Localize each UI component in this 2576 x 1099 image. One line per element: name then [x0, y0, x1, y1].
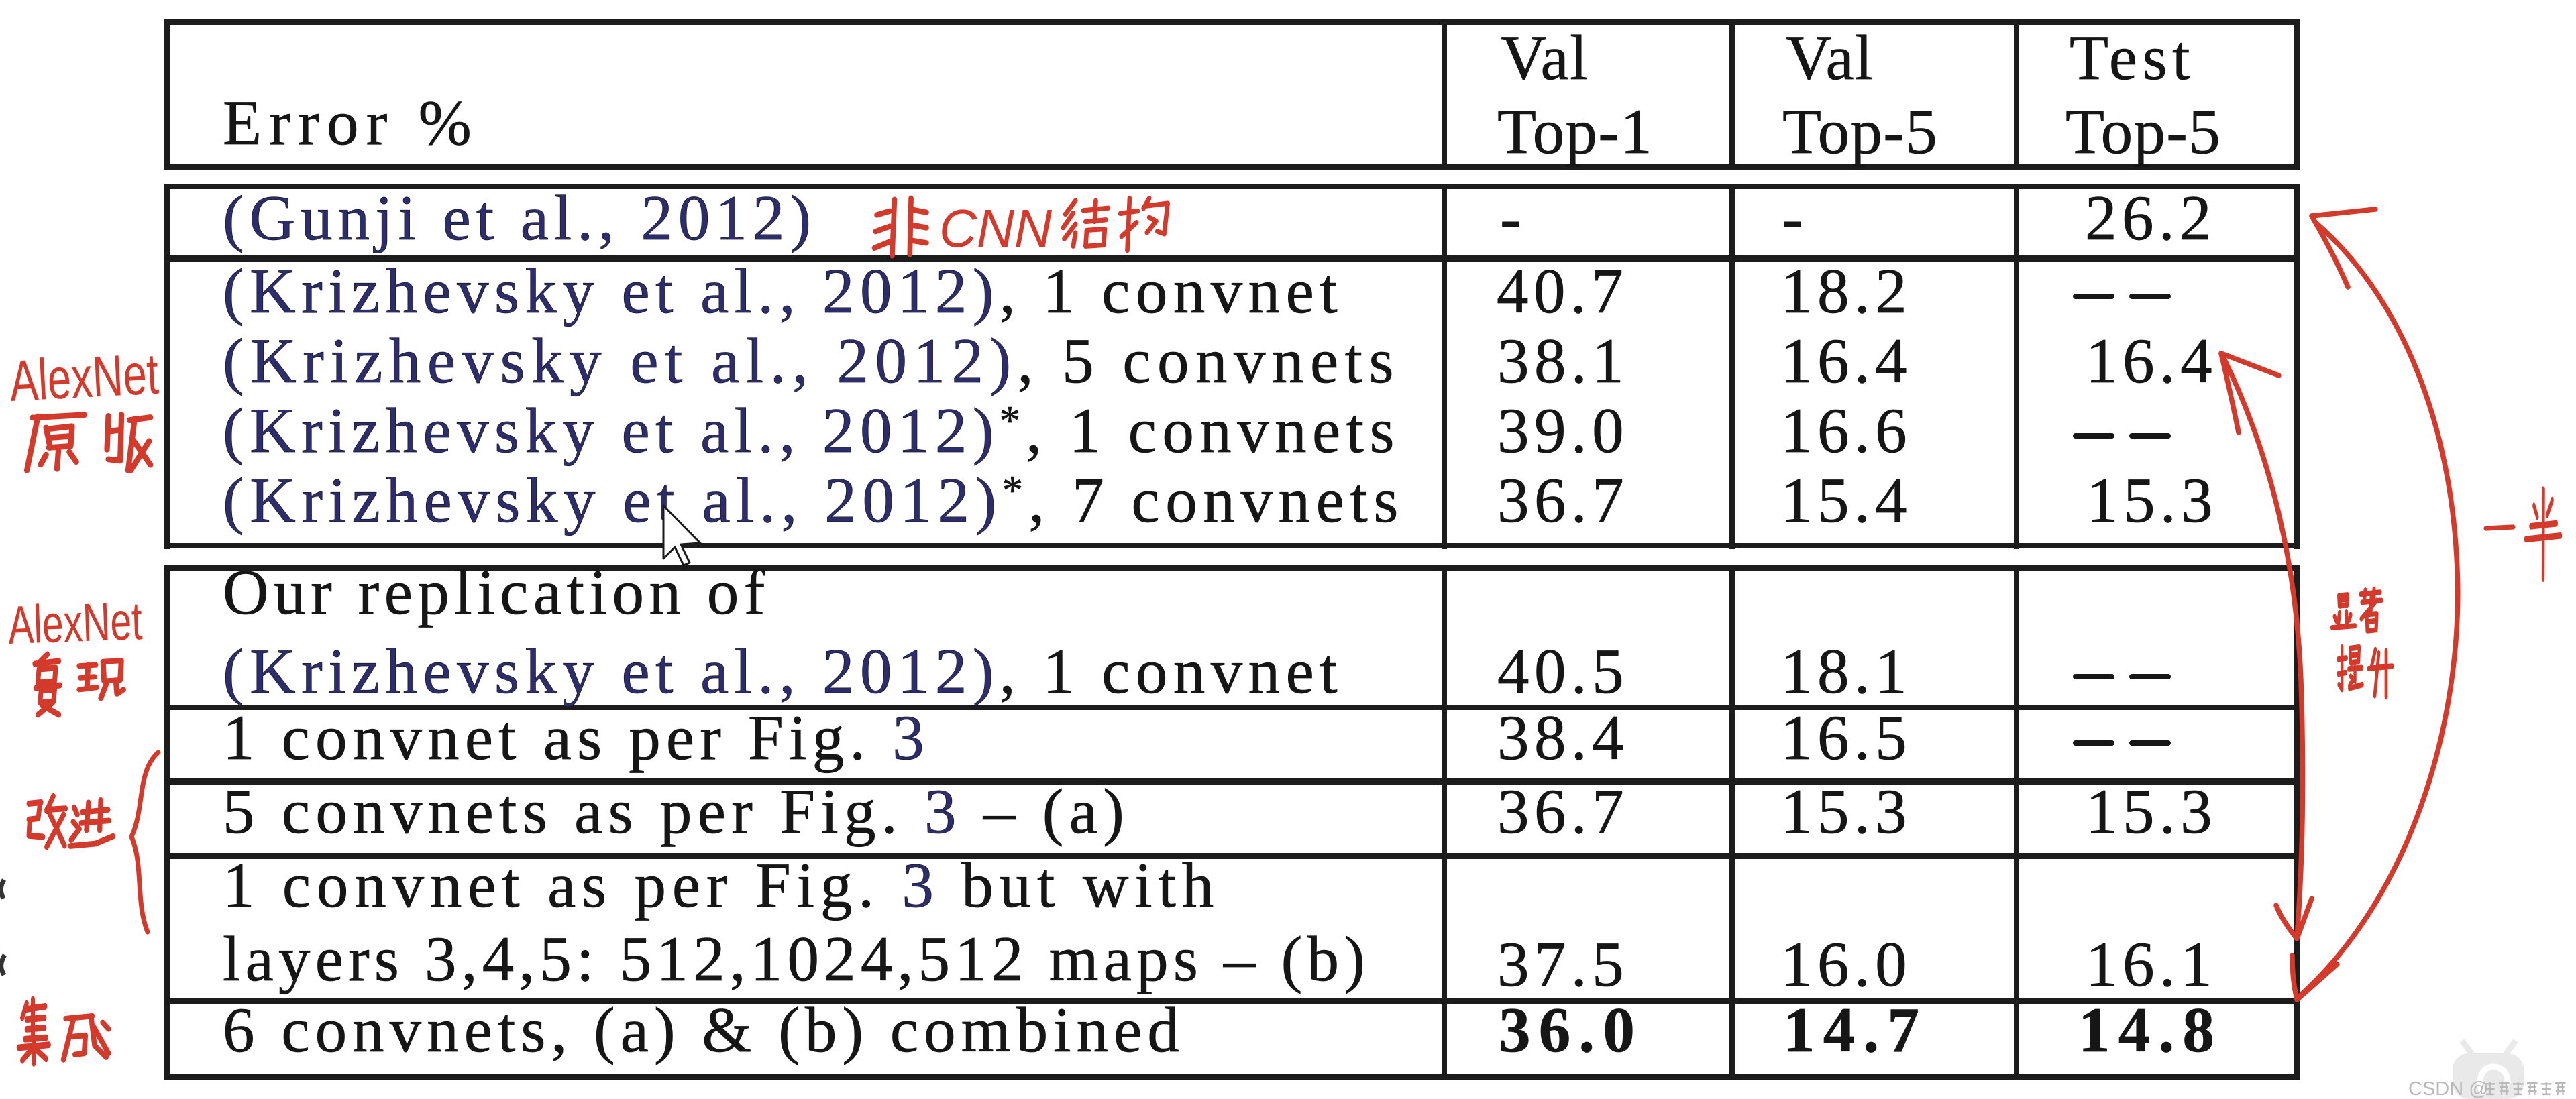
svg-text:16.6: 16.6 — [1780, 395, 1912, 466]
svg-text:16.5: 16.5 — [1780, 702, 1912, 773]
svg-text:1 convnet as per Fig. 3 but wi: 1 convnet as per Fig. 3 but with — [223, 850, 1220, 921]
svg-text:15.3: 15.3 — [2086, 776, 2217, 847]
svg-text:36.7: 36.7 — [1497, 465, 1629, 536]
svg-text:(Krizhevsky et al., 2012)*, 1: (Krizhevsky et al., 2012)*, 1 convnets — [223, 395, 1400, 466]
svg-text:36.7: 36.7 — [1497, 776, 1629, 847]
svg-text:15.4: 15.4 — [1780, 465, 1912, 536]
svg-text:Error %: Error % — [223, 87, 479, 158]
svg-text:5 convnets as per Fig. 3 – (a): 5 convnets as per Fig. 3 – (a) — [223, 776, 1130, 847]
svg-text:1 convnet as per Fig. 3: 1 convnet as per Fig. 3 — [223, 702, 930, 773]
svg-text:CSDN @: CSDN @ — [2408, 1078, 2489, 1099]
svg-text:16.1: 16.1 — [2086, 929, 2217, 1000]
svg-text:-: - — [1782, 182, 1803, 253]
svg-text:Val: Val — [1786, 22, 1874, 93]
svg-text:AlexNet: AlexNet — [8, 341, 160, 413]
svg-text:40.5: 40.5 — [1497, 636, 1629, 707]
svg-text:(Krizhevsky et al., 2012)*, 7: (Krizhevsky et al., 2012)*, 7 convnets — [223, 465, 1404, 536]
svg-text:6 convnets, (a) & (b) combined: 6 convnets, (a) & (b) combined — [223, 994, 1185, 1065]
svg-text:(Krizhevsky et al., 2012), 1 c: (Krizhevsky et al., 2012), 1 convnet — [223, 255, 1343, 327]
svg-text:16.0: 16.0 — [1780, 929, 1912, 1000]
svg-text:Top-1: Top-1 — [1497, 96, 1653, 167]
svg-text:15.3: 15.3 — [2086, 465, 2218, 536]
svg-text:Our replication of: Our replication of — [223, 557, 770, 628]
svg-text:-: - — [1500, 182, 1521, 253]
svg-text:37.5: 37.5 — [1497, 929, 1629, 1000]
svg-text:CNN: CNN — [939, 198, 1052, 258]
svg-text:38.1: 38.1 — [1497, 325, 1629, 396]
svg-text:40.7: 40.7 — [1497, 255, 1628, 327]
svg-text:Val: Val — [1501, 22, 1589, 93]
svg-text:36.0: 36.0 — [1499, 994, 1643, 1065]
svg-text:15.3: 15.3 — [1780, 776, 1912, 847]
svg-text:AlexNet: AlexNet — [7, 591, 143, 655]
svg-text:16.4: 16.4 — [2086, 325, 2217, 396]
svg-text:Test: Test — [2070, 22, 2195, 93]
svg-text:18.2: 18.2 — [1780, 255, 1912, 327]
svg-text:14.8: 14.8 — [2078, 994, 2222, 1065]
svg-text:39.0: 39.0 — [1497, 395, 1629, 466]
svg-text:(Gunji et al., 2012): (Gunji et al., 2012) — [223, 182, 816, 253]
svg-text:Top-5: Top-5 — [1782, 96, 1938, 167]
svg-text:(Krizhevsky et al., 2012), 5 c: (Krizhevsky et al., 2012), 5 convnets — [223, 325, 1400, 396]
svg-text:14.7: 14.7 — [1783, 994, 1927, 1065]
svg-text:layers 3,4,5: 512,1024,512 map: layers 3,4,5: 512,1024,512 maps – (b) — [223, 923, 1370, 994]
svg-text:(Krizhevsky et al., 2012), 1 c: (Krizhevsky et al., 2012), 1 convnet — [223, 636, 1343, 707]
svg-text:26.2: 26.2 — [2085, 182, 2216, 253]
svg-text:16.4: 16.4 — [1780, 325, 1912, 396]
svg-text:Top-5: Top-5 — [2065, 96, 2221, 167]
svg-text:18.1: 18.1 — [1780, 636, 1912, 707]
svg-text:38.4: 38.4 — [1497, 702, 1629, 773]
